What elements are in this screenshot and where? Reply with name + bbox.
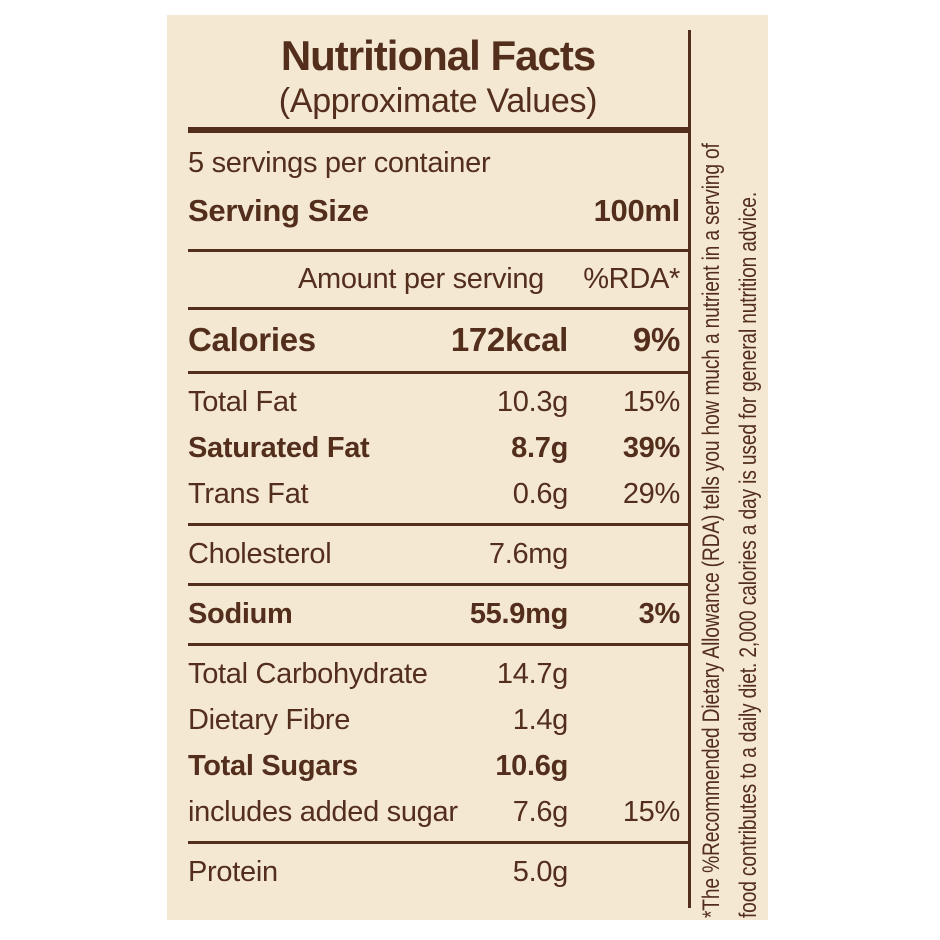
nutrient-row: Calories 172kcal 9% (188, 315, 688, 365)
nutrient-group: Total Carbohydrate 14.7g Dietary Fibre 1.4g… (188, 646, 688, 841)
nutrient-amount: 7.6mg (488, 537, 568, 570)
nutrient-label: Calories (188, 321, 316, 358)
nutrient-amount: 8.7g (511, 431, 568, 464)
section-rule (188, 583, 688, 586)
nutrient-row: Total Sugars 10.6g (188, 743, 688, 789)
nutrient-group: Protein 5.0g (188, 844, 688, 901)
nutrient-amount: 5.0g (512, 855, 569, 888)
nutrient-label: Total Carbohydrate (188, 657, 428, 690)
nutrient-label: Dietary Fibre (188, 703, 351, 736)
nutrition-table: Nutritional Facts (Approximate Values) 5… (167, 15, 688, 920)
section-rule (188, 643, 688, 646)
nutrient-amount: 10.3g (496, 385, 568, 418)
nutrient-amount: 14.7g (496, 657, 568, 690)
nutrient-label: Protein (188, 855, 278, 888)
nutrient-rda: 3% (638, 597, 681, 630)
nutrition-label-panel: Nutritional Facts (Approximate Values) 5… (167, 15, 768, 920)
nutrient-group: Cholesterol 7.6mg (188, 526, 688, 583)
nutrient-groups: Calories 172kcal 9% Total Fat 10.3g 15% Satura… (188, 310, 688, 901)
nutrient-row: Protein 5.0g (188, 849, 688, 895)
nutrient-label: Total Sugars (188, 749, 358, 782)
section-rule (188, 841, 688, 844)
nutrient-amount: 0.6g (512, 477, 569, 510)
nutrient-rda: 15% (622, 385, 680, 418)
footnote-strip: *The %Recommended Dietary Allowance (RDA… (691, 15, 768, 920)
rda-column-header: %RDA* (583, 263, 680, 295)
footnote-line-2: food contributes to a daily diet. 2,000 … (735, 191, 762, 918)
nutrient-group: Calories 172kcal 9% (188, 310, 688, 371)
nutrient-label: includes added sugar (188, 795, 458, 828)
nutrient-label: Total Fat (188, 385, 297, 418)
nutrient-row: Dietary Fibre 1.4g (188, 697, 688, 743)
serving-size-row: Serving Size 100ml (188, 187, 688, 235)
column-header-row: Amount per serving %RDA* (188, 252, 688, 307)
nutrition-table-content: Nutritional Facts (Approximate Values) 5… (188, 31, 688, 901)
nutrient-row: Saturated Fat 8.7g 39% (188, 425, 688, 471)
nutrient-rda: 39% (622, 431, 680, 464)
page-title: Nutritional Facts (280, 32, 596, 79)
serving-size-label: Serving Size (188, 193, 369, 228)
footnote-line-1: *The %Recommended Dietary Allowance (RDA… (698, 143, 725, 919)
nutrient-rda: 29% (622, 477, 680, 510)
servings-per-container-text: 5 servings per container (188, 146, 491, 179)
nutrient-row: Cholesterol 7.6mg (188, 531, 688, 577)
section-rule (188, 371, 688, 374)
nutrient-amount: 172kcal (450, 321, 568, 358)
nutrient-label: Sodium (188, 597, 293, 630)
section-rule (188, 249, 688, 252)
nutrient-amount: 55.9mg (469, 597, 568, 630)
section-rule (188, 307, 688, 310)
nutrient-rda: 9% (632, 321, 680, 358)
page-subtitle: (Approximate Values) (278, 82, 598, 120)
nutrient-group: Total Fat 10.3g 15% Saturated Fat 8.7g 39% Tra… (188, 374, 688, 523)
nutrient-amount: 1.4g (512, 703, 569, 736)
footnote-text: *The %Recommended Dietary Allowance (RDA… (693, 6, 767, 918)
amount-column-header: Amount per serving (297, 263, 544, 295)
header-rule (188, 127, 688, 133)
nutrient-rda: 15% (622, 795, 680, 828)
nutrient-amount: 10.6g (495, 749, 568, 782)
nutrient-row: includes added sugar 7.6g 15% (188, 789, 688, 835)
nutrient-label: Saturated Fat (188, 431, 370, 464)
nutrient-row: Sodium 55.9mg 3% (188, 591, 688, 637)
nutrient-label: Cholesterol (188, 537, 332, 570)
nutrient-amount: 7.6g (512, 795, 569, 828)
nutrient-row: Total Fat 10.3g 15% (188, 379, 688, 425)
nutrient-row: Total Carbohydrate 14.7g (188, 651, 688, 697)
nutrient-row: Trans Fat 0.6g 29% (188, 471, 688, 517)
nutrient-label: Trans Fat (188, 477, 309, 510)
nutrient-group: Sodium 55.9mg 3% (188, 586, 688, 643)
serving-size-value: 100ml (593, 193, 681, 228)
vertical-divider (688, 30, 691, 908)
section-rule (188, 523, 688, 526)
